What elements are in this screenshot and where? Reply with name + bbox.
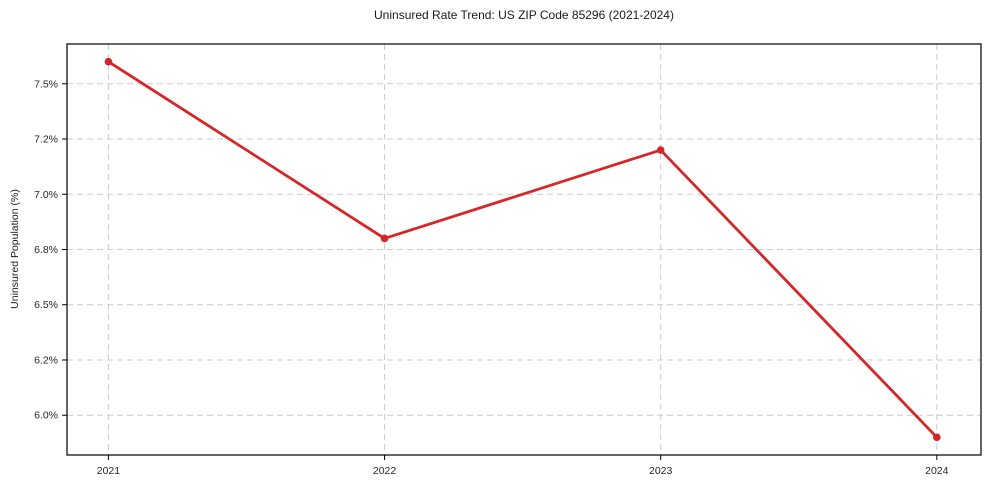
- x-tick-label: 2022: [373, 465, 397, 477]
- y-tick-label: 7.2%: [34, 134, 58, 146]
- data-point: [933, 433, 941, 442]
- data-point: [656, 146, 665, 154]
- y-tick-label: 7.5%: [34, 78, 58, 90]
- y-tick-label: 6.2%: [34, 354, 58, 366]
- y-tick-label: 6.0%: [34, 410, 58, 422]
- x-tick-label: 2023: [649, 465, 673, 477]
- x-tick-label: 2021: [97, 465, 121, 477]
- y-tick-label: 6.8%: [34, 244, 58, 256]
- x-tick-label: 2024: [925, 465, 949, 477]
- data-line: [107, 60, 939, 439]
- chart-title: Uninsured Rate Trend: US ZIP Code 85296 …: [374, 8, 674, 22]
- y-tick-label: 6.5%: [34, 299, 58, 311]
- data-point: [104, 57, 113, 66]
- y-tick-label: 7.0%: [34, 189, 58, 201]
- axis-frame: [66, 43, 982, 456]
- data-point: [380, 234, 389, 243]
